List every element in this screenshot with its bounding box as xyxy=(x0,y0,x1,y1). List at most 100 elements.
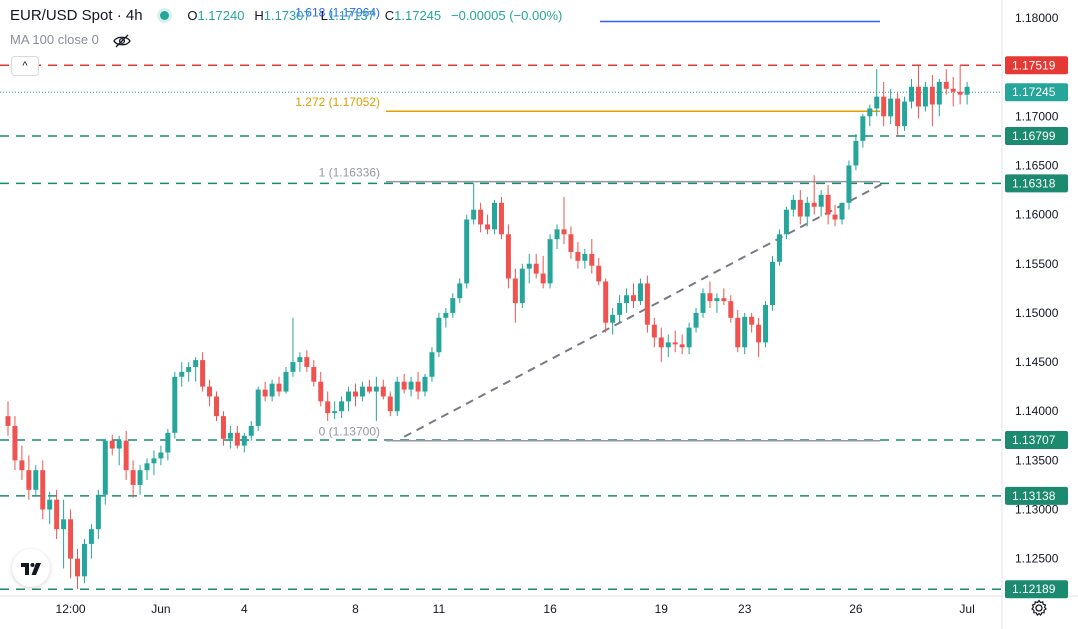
candle-body xyxy=(721,298,727,302)
candle-body xyxy=(492,202,497,230)
time-tick-label: 26 xyxy=(849,602,863,616)
candle-body xyxy=(693,312,699,328)
candle-body xyxy=(297,357,303,363)
collapse-legend-button[interactable]: ^ xyxy=(11,56,39,76)
candle-body xyxy=(248,425,254,436)
candle-body xyxy=(158,452,164,459)
time-tick-label: 12:00 xyxy=(56,602,86,616)
candle-body xyxy=(366,386,372,392)
candle-body xyxy=(109,440,115,449)
candle-body xyxy=(325,401,331,414)
fib-extension: 1.618 (1.17964) 1.272 (1.17052) 1 (1.16336… xyxy=(295,6,885,442)
time-tick-label: 8 xyxy=(352,602,359,616)
price-tick-label: 1.13000 xyxy=(1015,503,1059,517)
price-label-box xyxy=(1005,486,1068,505)
price-tick-label: 1.15500 xyxy=(1015,257,1059,271)
candle-body xyxy=(422,376,428,392)
ma-indicator-row[interactable]: MA 100 close 0 xyxy=(10,32,131,48)
time-tick-label: Jun xyxy=(151,602,170,616)
high-value: 1.17307 xyxy=(263,8,311,23)
time-tick-label: Jul xyxy=(959,602,974,616)
candle-body xyxy=(137,470,143,485)
candle-body xyxy=(603,281,609,323)
price-label-text: 1.13707 xyxy=(1012,433,1056,447)
candle-body xyxy=(387,396,393,412)
candle-body xyxy=(61,519,67,530)
candle-body xyxy=(839,202,845,220)
candle-body xyxy=(735,317,741,348)
price-tick-label: 1.13500 xyxy=(1015,453,1059,467)
candle-body xyxy=(909,86,914,102)
candle-body xyxy=(950,88,956,92)
candle-body xyxy=(457,283,463,299)
candle-body xyxy=(811,202,817,207)
candle-body xyxy=(526,263,532,269)
price-label-text: 1.16799 xyxy=(1012,129,1056,143)
candle-body xyxy=(102,440,108,495)
market-status-icon xyxy=(160,11,170,21)
price-label-text: 1.17245 xyxy=(1012,85,1056,99)
candle-body xyxy=(172,376,178,433)
candle-body xyxy=(241,435,247,446)
candle-body xyxy=(776,234,782,262)
candle-body xyxy=(624,295,630,304)
candle-body xyxy=(936,81,942,105)
tradingview-logo-icon[interactable] xyxy=(12,549,50,587)
candle-body xyxy=(68,519,74,559)
candle-body xyxy=(193,360,199,367)
candle-body xyxy=(582,253,588,261)
low-value: 1.17137 xyxy=(327,8,375,23)
candle-body xyxy=(359,386,365,397)
eye-crossed-icon[interactable] xyxy=(112,34,131,48)
candle-body xyxy=(596,265,602,282)
ma-indicator-label: MA 100 close 0 xyxy=(10,32,99,47)
settings-gear-icon[interactable] xyxy=(1030,599,1048,617)
price-label-box xyxy=(1005,174,1068,193)
candle-body xyxy=(881,96,887,117)
candle-body xyxy=(165,432,171,453)
candle-body xyxy=(853,140,859,166)
candle-body xyxy=(617,303,623,315)
candle-body xyxy=(234,432,240,446)
candle-body xyxy=(443,312,449,318)
candle-body xyxy=(846,165,852,203)
candle-body xyxy=(943,81,949,89)
candle-body xyxy=(505,234,511,279)
candle-body xyxy=(478,209,484,225)
candle-body xyxy=(179,371,185,377)
candle-body xyxy=(860,116,866,141)
candle-body xyxy=(151,458,157,464)
candles xyxy=(5,65,970,590)
fib-level-label: 1.272 (1.17052) xyxy=(295,95,380,109)
candle-body xyxy=(47,499,53,510)
candle-body xyxy=(227,432,233,439)
time-tick-label: 23 xyxy=(738,602,752,616)
price-tick-label: 1.18000 xyxy=(1015,11,1059,25)
candle-body xyxy=(19,460,25,471)
symbol-title[interactable]: EUR/USD Spot · 4h xyxy=(10,7,143,24)
open-label: O xyxy=(187,8,198,23)
candle-body xyxy=(408,381,414,390)
price-label-box xyxy=(1005,83,1068,102)
price-tick-label: 1.12500 xyxy=(1015,552,1059,566)
price-label-text: 1.16318 xyxy=(1012,176,1056,190)
candle-body xyxy=(311,366,317,382)
price-label-box xyxy=(1005,431,1068,450)
candle-body xyxy=(318,381,324,402)
price-tick-label: 1.16000 xyxy=(1015,208,1059,222)
candle-body xyxy=(54,499,60,530)
change-value: −0.00005 (−0.00%) xyxy=(451,8,563,23)
candle-body xyxy=(631,295,636,302)
candle-body xyxy=(401,381,407,390)
candle-body xyxy=(429,352,435,377)
candle-body xyxy=(464,219,470,284)
candle-body xyxy=(33,470,39,490)
candle-body xyxy=(512,278,518,304)
price-label-text: 1.12189 xyxy=(1012,582,1056,596)
candle-body xyxy=(568,234,574,252)
fib-level-label: 1.618 (1.17964) xyxy=(295,6,380,20)
candle-body xyxy=(123,440,129,471)
candle-body xyxy=(200,360,206,387)
